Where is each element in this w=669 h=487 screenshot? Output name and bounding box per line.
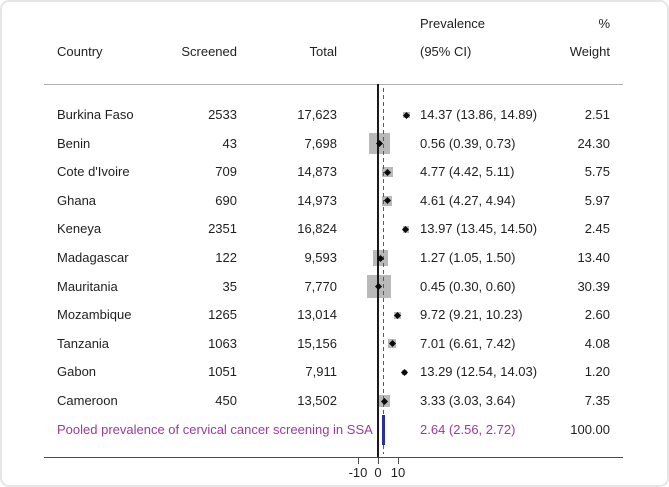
total-cell: 16,824 <box>297 221 337 237</box>
country-cell: Keneya <box>57 221 102 237</box>
screened-cell: 690 <box>215 192 237 208</box>
pooled-weight-cell: 100.00 <box>570 422 610 437</box>
total-cell: 7,698 <box>304 135 337 151</box>
prevalence-cell: 3.33 (3.03, 3.64) <box>420 393 516 408</box>
country-cell: Gabon <box>57 364 97 380</box>
total-cell: 7,911 <box>305 364 337 380</box>
screened-cell: 43 <box>222 135 237 151</box>
pooled-row-label: Pooled prevalence of cervical cancer scr… <box>57 422 373 437</box>
prevalence-cell: 13.29 (12.54, 14.03) <box>420 364 538 380</box>
weight-cell: 7.35 <box>584 393 610 408</box>
weight-cell: 5.97 <box>584 192 610 208</box>
header-percent: % <box>598 16 610 31</box>
axis-tick <box>398 458 400 464</box>
prevalence-cell: 4.61 (4.27, 4.94) <box>420 192 516 208</box>
prevalence-cell: 13.97 (13.45, 14.50) <box>420 221 538 237</box>
weight-cell: 2.45 <box>584 221 610 237</box>
pooled-estimate-bar <box>381 414 385 445</box>
screened-cell: 122 <box>215 250 237 265</box>
axis-tick <box>378 458 380 464</box>
country-cell: Mozambique <box>57 307 132 323</box>
weight-cell: 1.20 <box>584 364 610 380</box>
prevalence-cell: 4.77 (4.42, 5.11) <box>420 164 515 180</box>
axis-tick-label: 0 <box>374 465 382 480</box>
header-95ci: (95% CI) <box>420 44 472 59</box>
total-cell: 14,973 <box>297 192 337 208</box>
total-cell: 14,873 <box>297 164 337 180</box>
total-cell: 15,156 <box>297 335 337 351</box>
country-cell: Madagascar <box>57 250 129 265</box>
header-weight: Weight <box>569 44 610 59</box>
axis-rule <box>44 457 623 459</box>
country-cell: Burkina Faso <box>57 107 134 122</box>
screened-cell: 1063 <box>208 335 237 351</box>
weight-cell: 30.39 <box>577 278 610 294</box>
header-country: Country <box>57 44 103 59</box>
weight-cell: 2.51 <box>584 107 610 122</box>
total-cell: 7,770 <box>304 278 337 294</box>
weight-cell: 5.75 <box>584 164 610 180</box>
screened-cell: 1051 <box>208 364 237 380</box>
prevalence-cell: 0.45 (0.30, 0.60) <box>420 278 516 294</box>
total-cell: 17,623 <box>297 107 337 122</box>
header-screened: Screened <box>181 44 237 59</box>
screened-cell: 709 <box>215 164 237 180</box>
header-rule <box>44 84 623 85</box>
pooled-prevalence-cell: 2.64 (2.56, 2.72) <box>420 422 516 437</box>
country-cell: Benin <box>57 135 91 151</box>
weight-cell: 2.60 <box>584 307 610 323</box>
country-cell: Cameroon <box>57 393 118 408</box>
prevalence-cell: 0.56 (0.39, 0.73) <box>420 135 516 151</box>
screened-cell: 2351 <box>208 221 237 237</box>
header-total: Total <box>309 44 337 59</box>
total-cell: 13,502 <box>297 393 337 408</box>
screened-cell: 450 <box>215 393 237 408</box>
pooled-dashed-line <box>382 88 384 454</box>
screened-cell: 35 <box>222 278 237 294</box>
weight-cell: 24.30 <box>577 135 610 151</box>
prevalence-cell: 14.37 (13.86, 14.89) <box>420 107 538 122</box>
total-cell: 9,593 <box>304 250 337 265</box>
country-cell: Mauritania <box>57 278 118 294</box>
screened-cell: 2533 <box>208 107 237 122</box>
weight-cell: 4.08 <box>584 335 610 351</box>
axis-tick-label: 10 <box>390 465 406 480</box>
zero-line <box>377 84 379 458</box>
screened-cell: 1265 <box>208 307 237 323</box>
total-cell: 13,014 <box>297 307 337 323</box>
prevalence-cell: 7.01 (6.61, 7.42) <box>420 335 516 351</box>
prevalence-cell: 9.72 (9.21, 10.23) <box>420 307 523 323</box>
axis-tick-label: -10 <box>348 465 368 480</box>
header-prevalence: Prevalence <box>420 16 486 31</box>
country-cell: Cote d'Ivoire <box>57 164 130 180</box>
country-cell: Tanzania <box>57 335 110 351</box>
country-cell: Ghana <box>57 192 97 208</box>
prevalence-cell: 1.27 (1.05, 1.50) <box>420 250 516 265</box>
weight-cell: 13.40 <box>577 250 610 265</box>
axis-tick <box>358 458 360 464</box>
